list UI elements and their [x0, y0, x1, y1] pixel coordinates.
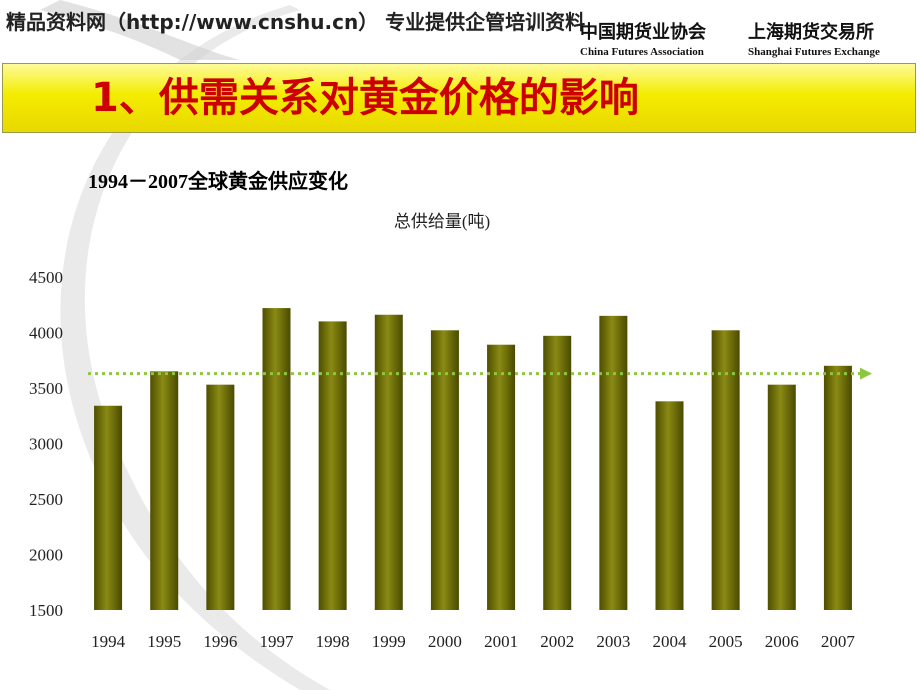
association-logos: 中国期货业协会 上海期货交易所 China Futures Associatio… — [580, 18, 910, 64]
arrow-right-icon — [860, 367, 872, 380]
x-tick-label: 2005 — [709, 632, 743, 651]
average-line — [88, 367, 872, 380]
y-tick-label: 2500 — [29, 490, 63, 509]
y-tick-label: 2000 — [29, 546, 63, 565]
y-tick-label: 3000 — [29, 435, 63, 454]
chart-title: 总供给量(吨) — [394, 212, 490, 231]
cfa-logo-text: 中国期货业协会 — [580, 22, 706, 43]
bar-series — [94, 308, 852, 610]
bar — [823, 365, 852, 610]
bar — [767, 384, 796, 610]
x-tick-label: 1997 — [260, 632, 295, 651]
x-tick-label: 2006 — [765, 632, 799, 651]
x-tick-label: 1996 — [203, 632, 237, 651]
bar — [599, 315, 628, 610]
x-tick-label: 2001 — [484, 632, 518, 651]
x-tick-label: 1994 — [91, 632, 126, 651]
bar — [430, 330, 459, 610]
x-axis: 1994 1995 1996 1997 1998 1999 2000 2001 2002 2003… — [91, 632, 855, 651]
cfa-logo-english: China Futures Association — [580, 46, 704, 58]
bar — [487, 344, 516, 610]
y-tick-label: 4000 — [29, 324, 63, 343]
x-tick-label: 2007 — [821, 632, 856, 651]
bar — [150, 371, 179, 610]
watermark-text: 精品资料网（http://www.cnshu.cn） 专业提供企管培训资料 — [6, 10, 586, 34]
slide-title: 1、供需关系对黄金价格的影响 — [91, 75, 639, 121]
shfe-logo-english: Shanghai Futures Exchange — [748, 46, 880, 58]
x-tick-label: 1995 — [147, 632, 181, 651]
bar — [374, 314, 403, 610]
bar — [543, 335, 572, 610]
bar — [711, 330, 740, 610]
x-tick-label: 2004 — [653, 632, 688, 651]
bar — [206, 384, 235, 610]
bar — [262, 308, 291, 610]
bar-chart: 总供给量(吨) 4500 4000 3500 3000 2500 2000 1500 199… — [29, 212, 872, 651]
y-tick-label: 3500 — [29, 379, 63, 398]
bar — [94, 405, 123, 610]
x-tick-label: 2003 — [596, 632, 630, 651]
y-tick-label: 4500 — [29, 268, 63, 287]
chart-subtitle: 1994－2007全球黄金供应变化 — [88, 171, 348, 193]
x-tick-label: 2000 — [428, 632, 462, 651]
bar — [655, 401, 684, 610]
shfe-logo-text: 上海期货交易所 — [748, 22, 874, 43]
y-tick-label: 1500 — [29, 601, 63, 620]
bar — [318, 321, 347, 610]
x-tick-label: 1998 — [316, 632, 350, 651]
x-tick-label: 1999 — [372, 632, 406, 651]
x-tick-label: 2002 — [540, 632, 574, 651]
y-axis: 4500 4000 3500 3000 2500 2000 1500 — [29, 268, 63, 620]
title-banner: 1、供需关系对黄金价格的影响 — [2, 63, 916, 133]
